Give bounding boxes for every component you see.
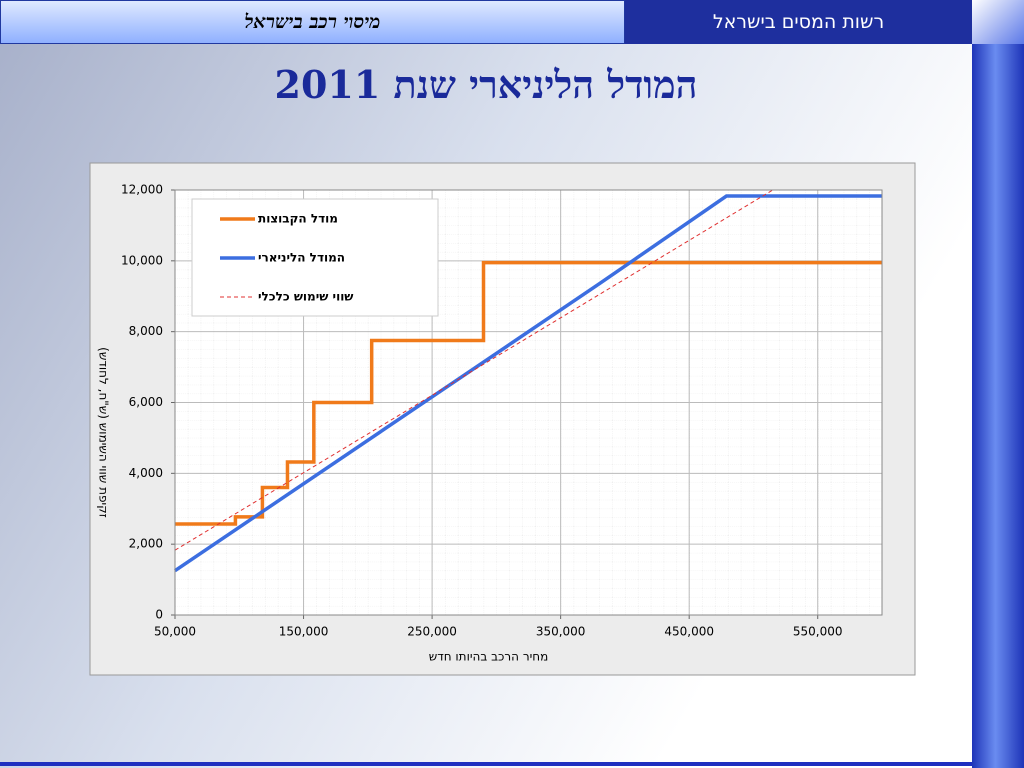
x-axis-label: מחיר הרכב בהיותו חדש bbox=[429, 650, 549, 664]
series-line bbox=[174, 194, 882, 573]
legend-label: המודל הליניארי bbox=[258, 251, 345, 265]
y-tick-label: 4,000 bbox=[129, 466, 163, 480]
legend-label: מודל הקבוצות bbox=[258, 212, 338, 226]
y-tick-label: 12,000 bbox=[121, 183, 163, 197]
header-left: מיסוי רכב בישראל bbox=[0, 0, 625, 44]
y-tick-label: 6,000 bbox=[129, 395, 163, 409]
plot-border bbox=[174, 189, 883, 616]
corner-decoration bbox=[972, 0, 1024, 44]
sidebar bbox=[972, 44, 1024, 768]
x-tick-label: 250,000 bbox=[407, 625, 457, 639]
chart: מודל הקבוצות המודל הליניארי שווי שימוש כלכ… bbox=[89, 162, 916, 676]
x-tick-label: 50,000 bbox=[154, 625, 196, 639]
legend-label: שווי שימוש כלכלי bbox=[258, 290, 353, 304]
y-tick-label: 2,000 bbox=[129, 537, 163, 551]
y-tick-label: 8,000 bbox=[129, 324, 163, 338]
header-right: רשות המסים בישראל bbox=[625, 0, 972, 44]
x-tick-label: 350,000 bbox=[536, 625, 586, 639]
slide-title: המודל הליניארי שנת 2011 bbox=[274, 62, 698, 107]
y-tick-label: 0 bbox=[155, 608, 163, 622]
y-axis-label: זקיפת שווי השימוש (ש"ח, לחודש) bbox=[97, 347, 111, 518]
x-tick-label: 150,000 bbox=[279, 625, 329, 639]
x-tick-label: 550,000 bbox=[793, 625, 843, 639]
bottom-line bbox=[0, 762, 972, 766]
series-line bbox=[175, 260, 882, 526]
x-tick-label: 450,000 bbox=[664, 625, 714, 639]
series-line bbox=[174, 189, 773, 551]
y-tick-label: 10,000 bbox=[121, 253, 163, 267]
